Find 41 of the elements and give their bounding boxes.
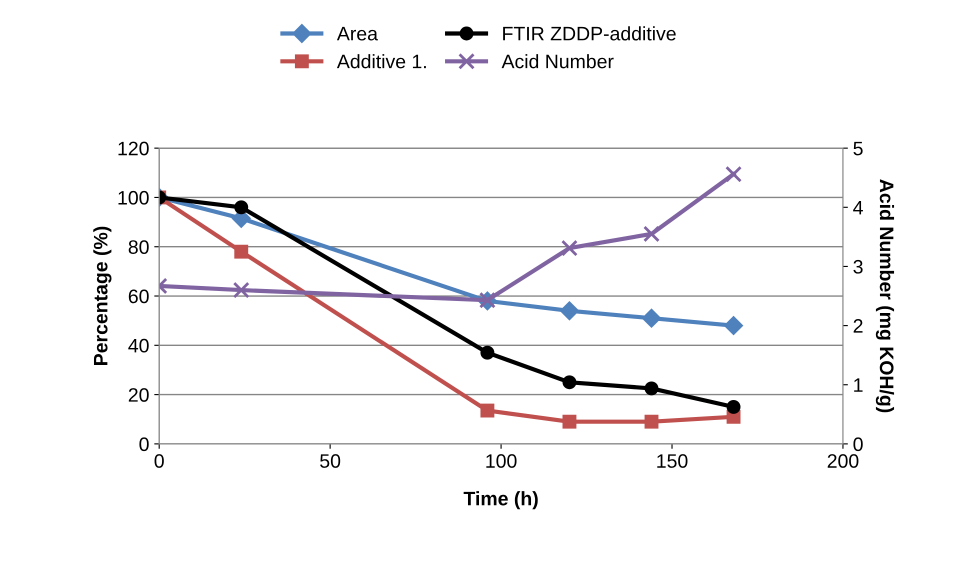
x-tick-label: 50 bbox=[320, 454, 340, 468]
legend-label: Area bbox=[336, 26, 378, 40]
point bbox=[562, 414, 576, 429]
y-tick-label: 100 bbox=[118, 190, 149, 205]
point bbox=[232, 282, 250, 298]
y2-tick-label: 1 bbox=[854, 378, 863, 392]
point bbox=[724, 316, 744, 336]
point bbox=[560, 301, 579, 320]
y-tick-label: 40 bbox=[128, 338, 149, 353]
point bbox=[234, 244, 248, 259]
point bbox=[480, 404, 494, 418]
legend-label: FTIR ZDDP-additive bbox=[503, 26, 676, 40]
x-tick-label: 0 bbox=[154, 454, 164, 468]
point bbox=[234, 200, 248, 214]
x-axis-title: Time (h) bbox=[464, 491, 538, 510]
point bbox=[725, 166, 742, 183]
point bbox=[642, 308, 662, 328]
point bbox=[561, 240, 578, 256]
y2-tick-label: 2 bbox=[854, 319, 863, 333]
point bbox=[562, 375, 576, 390]
point bbox=[480, 346, 494, 360]
y2-tick-label: 4 bbox=[853, 200, 863, 214]
legend-label: Additive 1. bbox=[336, 54, 426, 68]
y2-tick-label: 0 bbox=[853, 437, 863, 452]
y-tick-label: 0 bbox=[139, 437, 149, 452]
x-tick-label: 100 bbox=[486, 454, 517, 468]
y-axis-title: Percentage (%) bbox=[93, 226, 112, 365]
y-tick-label: 20 bbox=[128, 388, 149, 402]
y2-axis-title: Acid Number (mg KOH/g) bbox=[876, 179, 894, 412]
point bbox=[644, 414, 658, 429]
point bbox=[643, 226, 660, 242]
legend-label: Acid Number bbox=[502, 54, 614, 68]
x-tick-label: 200 bbox=[828, 454, 858, 468]
y2-tick-label: 3 bbox=[853, 260, 863, 274]
x-tick-label: 150 bbox=[657, 454, 688, 468]
point bbox=[644, 381, 658, 396]
point bbox=[726, 400, 741, 414]
y2-tick-label: 5 bbox=[853, 142, 863, 156]
y-tick-label: 80 bbox=[128, 240, 149, 254]
y-tick-label: 60 bbox=[128, 289, 149, 304]
y-tick-label: 120 bbox=[118, 142, 149, 156]
